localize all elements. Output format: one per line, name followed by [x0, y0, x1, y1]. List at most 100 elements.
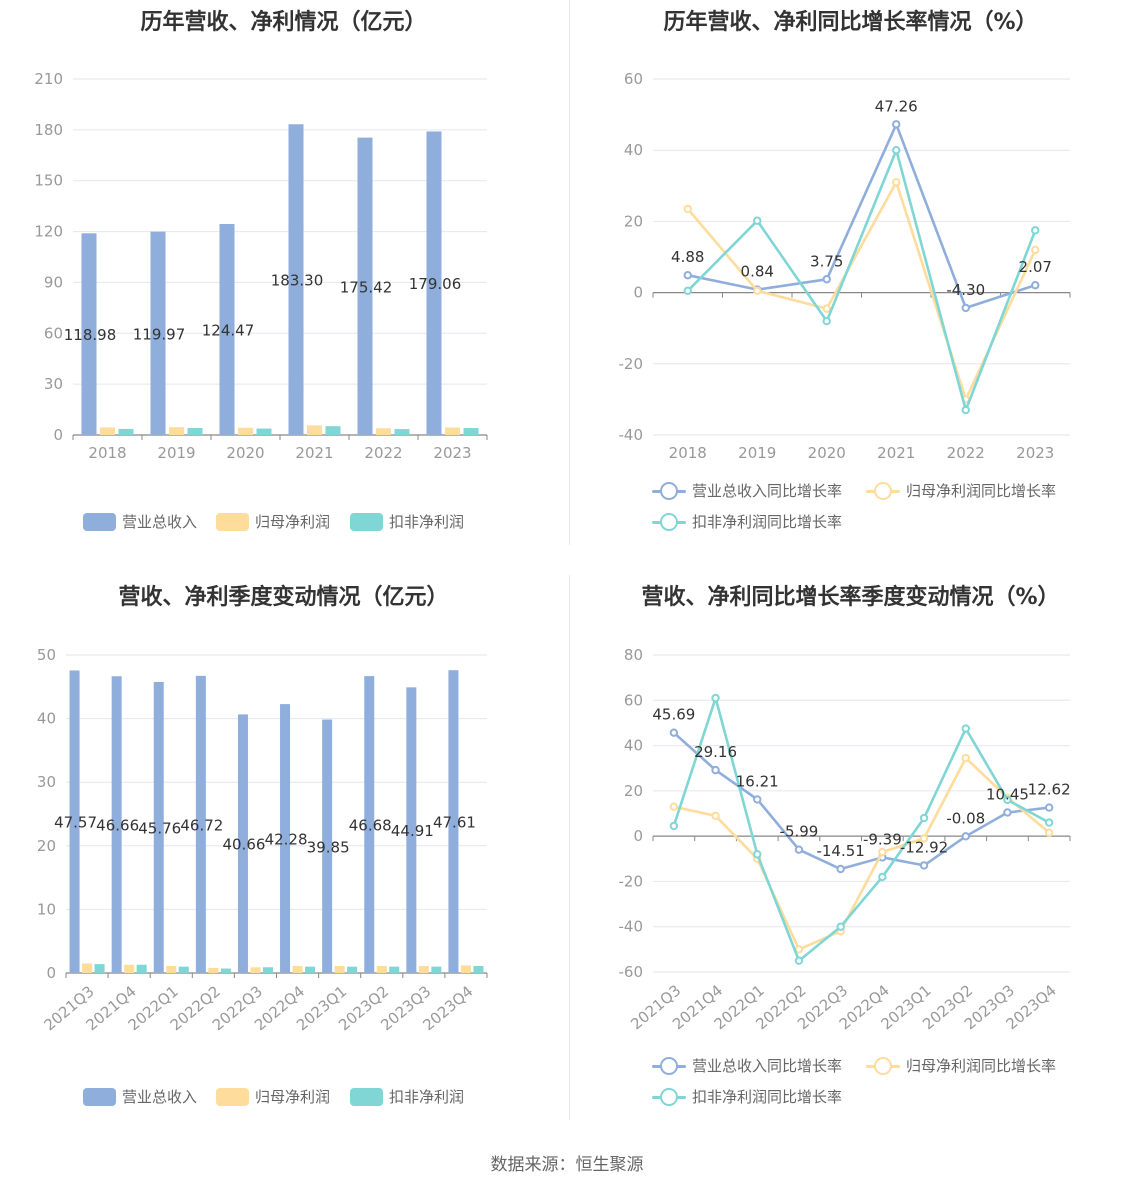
y-tick-label: 20 [624, 782, 643, 800]
data-label: 46.66 [96, 817, 139, 835]
bar [169, 427, 184, 435]
legend-item[interactable]: 扣非净利润 [350, 1086, 464, 1107]
y-tick-label: 150 [34, 172, 63, 190]
legend-item[interactable]: 归母净利润同比增长率 [866, 1055, 1056, 1076]
bar [460, 965, 471, 973]
data-label: 10.45 [986, 785, 1029, 803]
data-point [753, 286, 762, 296]
bar [111, 676, 122, 973]
bar [325, 426, 341, 435]
bar [82, 963, 93, 973]
x-tick-label: 2023 [1016, 444, 1054, 462]
bar [426, 131, 442, 435]
data-label: 0.84 [741, 263, 774, 281]
bar [406, 687, 417, 973]
bar [208, 967, 219, 973]
bar [250, 967, 261, 973]
series-line [672, 731, 1050, 871]
y-tick-label: 0 [46, 964, 56, 982]
legend-item[interactable]: 扣非净利润同比增长率 [652, 1086, 842, 1107]
bar [431, 966, 442, 973]
legend-label: 营业总收入同比增长率 [692, 482, 843, 500]
chart-title: 营收、净利同比增长率季度变动情况（%） [641, 585, 1060, 610]
bar [357, 137, 373, 435]
bar [153, 681, 164, 973]
legend-swatch [350, 512, 383, 531]
series-line [673, 755, 1051, 952]
annual-bar-chart: 0 30 60 90 120 150 180 210 2018 2019 2020 2021 2022 2… [34, 70, 488, 462]
data-point [836, 864, 845, 874]
y-tick-label: 60 [44, 324, 63, 342]
data-point [753, 216, 762, 225]
data-label: 4.88 [671, 248, 704, 266]
data-point [1031, 245, 1040, 255]
bar [448, 670, 459, 973]
bar [307, 425, 322, 435]
bar [473, 966, 484, 973]
legend-item[interactable]: 营业总收入同比增长率 [652, 480, 842, 501]
data-label: 45.76 [138, 819, 181, 837]
legend-swatch [652, 481, 686, 500]
data-label: 39.85 [307, 838, 350, 856]
legend-item[interactable]: 归母净利润 [216, 511, 330, 532]
vertical-divider-bottom [569, 575, 570, 1120]
data-label: 2.07 [1019, 258, 1052, 276]
data-point [961, 753, 970, 763]
data-label: 118.98 [64, 326, 117, 344]
data-point [753, 795, 762, 804]
legend-swatch [83, 512, 116, 531]
bar [389, 966, 400, 973]
data-point [822, 275, 831, 284]
annual-line-chart: -40 -20 0 20 40 60 2018 2019 2020 2021 2022 2023 4.8… [619, 70, 1071, 462]
bar [364, 676, 375, 973]
data-label: 47.61 [433, 814, 476, 832]
legend-swatch [866, 1056, 900, 1075]
y-tick-label: 50 [37, 646, 56, 664]
data-point [878, 847, 887, 857]
data-point [892, 178, 901, 187]
bar [150, 231, 166, 435]
data-point [961, 303, 970, 313]
bar [136, 964, 147, 973]
bar [237, 714, 248, 973]
data-point [1031, 226, 1040, 235]
bar [94, 964, 105, 973]
x-tick-label: 2018 [88, 444, 126, 462]
legend-label: 扣非净利润同比增长率 [692, 1088, 843, 1106]
legend-item[interactable]: 营业总收入 [83, 511, 197, 532]
y-tick-label: 60 [624, 691, 643, 709]
data-point [683, 204, 692, 214]
bar [445, 427, 460, 435]
legend-item[interactable]: 扣非净利润同比增长率 [652, 511, 842, 532]
data-point [794, 956, 804, 965]
data-label: 42.28 [265, 831, 308, 849]
data-label: -9.39 [863, 830, 902, 848]
data-point [669, 802, 679, 811]
bar [262, 967, 273, 973]
bar [288, 124, 304, 436]
data-point [711, 765, 720, 775]
data-label: 29.16 [694, 743, 737, 761]
x-tick-label: 2022 [947, 444, 985, 462]
x-tick-label: 2020 [808, 444, 846, 462]
legend-item[interactable]: 归母净利润 [216, 1086, 330, 1107]
data-label: -5.99 [780, 823, 819, 841]
quarterly-bar-panel: 营收、净利季度变动情况（亿元） 0 10 20 30 40 50 2021Q3 2021Q4 2… [0, 575, 567, 1120]
legend-item[interactable]: 营业总收入同比增长率 [652, 1055, 842, 1076]
data-point [1003, 795, 1012, 805]
legend-item[interactable]: 营业总收入 [83, 1086, 197, 1107]
legend-label: 归母净利润 [255, 513, 331, 531]
legend-swatch [216, 512, 249, 531]
series-line [687, 120, 1036, 310]
y-tick-label: 40 [624, 141, 643, 159]
y-tick-label: 180 [34, 121, 63, 139]
data-point [822, 304, 831, 313]
data-source: 数据来源：恒生聚源 [490, 1155, 644, 1175]
data-point [892, 146, 901, 155]
bar [463, 428, 479, 435]
legend-item[interactable]: 归母净利润同比增长率 [866, 480, 1056, 501]
data-point [753, 850, 762, 859]
y-tick-label: -60 [619, 963, 644, 981]
data-label: -4.30 [946, 281, 985, 299]
legend-item[interactable]: 扣非净利润 [350, 511, 464, 532]
